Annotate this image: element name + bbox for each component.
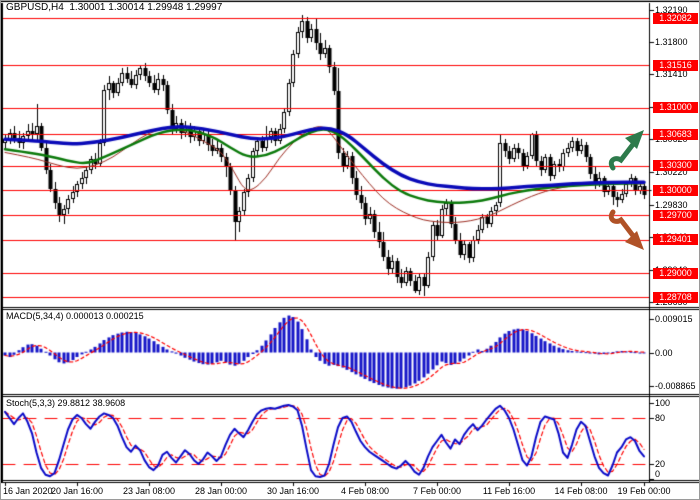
price-level-badge: 1.31516	[653, 59, 698, 71]
macd-axis-tick-label: -0.008865	[655, 380, 696, 391]
stoch-axis-tick-label: 80	[655, 413, 666, 423]
bearish-arrow-shaft	[608, 209, 637, 240]
chart-title: GBPUSD,H4 1.30001 1.30014 1.29948 1.2999…	[6, 2, 223, 13]
bearish-arrow-head	[625, 231, 644, 250]
time-axis-label: 23 Jan 08:00	[122, 486, 176, 496]
bearish-arrow-annotation[interactable]	[607, 207, 651, 253]
price-axis-tick-label: 1.32190	[655, 4, 688, 15]
time-axis-label: 30 Jan 16:00	[266, 486, 320, 496]
bullish-arrow-annotation[interactable]	[607, 127, 651, 173]
time-axis-label: 7 Feb 00:00	[412, 486, 462, 496]
macd-indicator-label: MACD(5,34,4) 0.000013 0.000215	[6, 311, 144, 321]
stoch-axis-tick-label: 0	[655, 469, 661, 479]
price-axis-tick-label: 1.31410	[655, 68, 688, 79]
time-axis-label: 16 Jan 2020	[3, 486, 53, 496]
price-level-badge: 1.31000	[653, 102, 698, 114]
macd-axis-tick-label: 0.00	[655, 347, 673, 358]
stoch-axis-tick-label: 20	[655, 459, 666, 469]
price-axis-tick-label: 1.29830	[655, 199, 688, 210]
price-level-badge: 1.30683	[653, 128, 698, 140]
price-level-badge: 1.29401	[653, 234, 698, 246]
stoch-indicator-label: Stoch(5,3,3) 29.8812 38.9608	[6, 398, 126, 408]
time-axis-label: 4 Feb 08:00	[340, 486, 390, 496]
price-level-badge: 1.29000	[653, 267, 698, 279]
time-axis-label: 11 Feb 16:00	[482, 486, 536, 496]
bullish-arrow-shaft	[608, 140, 637, 171]
time-axis-label: 19 Feb 00:00	[617, 486, 671, 496]
price-level-badge: 1.32082	[653, 12, 698, 24]
stoch-axis-tick-label: 100	[655, 398, 671, 408]
time-axis-label: 20 Jan 16:00	[50, 486, 104, 496]
price-level-badge: 1.30300	[653, 160, 698, 172]
macd-axis-tick-label: 0.009015	[655, 313, 693, 324]
price-axis-tick-label: 1.30220	[655, 167, 688, 178]
time-axis-label: 14 Feb 08:00	[554, 486, 608, 496]
price-axis-tick-label: 1.31800	[655, 36, 688, 47]
price-level-badge: 1.30000	[653, 184, 698, 196]
bullish-arrow-head	[625, 130, 644, 149]
price-level-badge: 1.28708	[653, 291, 698, 303]
price-level-badge: 1.29700	[653, 209, 698, 221]
time-axis-label: 28 Jan 00:00	[194, 486, 248, 496]
